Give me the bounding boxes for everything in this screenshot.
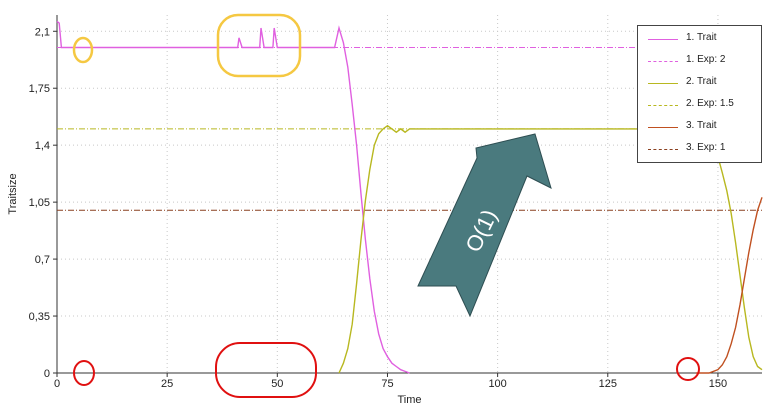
y-tick-label: 0,35 (29, 311, 50, 323)
series-line-1 (56, 20, 410, 374)
y-tick-label: 0 (44, 368, 50, 380)
x-tick-label: 100 (488, 378, 506, 390)
legend-label: 1. Trait (686, 32, 717, 43)
legend-swatch (648, 61, 678, 62)
legend-item: 3. Trait (638, 119, 761, 137)
x-tick-label: 25 (161, 378, 173, 390)
series-line-5 (695, 197, 763, 374)
highlight-red-small-left (73, 360, 95, 386)
y-tick-label: 2,1 (35, 26, 50, 38)
y-tick-label: 1,4 (35, 140, 50, 152)
highlight-red-small-right (676, 357, 700, 381)
x-tick-label: 75 (381, 378, 393, 390)
series-line-3 (338, 124, 763, 374)
legend-label: 3. Trait (686, 120, 717, 131)
legend-swatch (648, 39, 678, 40)
x-axis-label: Time (397, 394, 421, 406)
x-tick-label: 150 (709, 378, 727, 390)
x-tick-label: 0 (54, 378, 60, 390)
legend-item: 2. Exp: 1.5 (638, 97, 761, 115)
annotations: O(1) (72, 13, 700, 398)
legend-label: 1. Exp: 2 (686, 54, 726, 65)
legend-label: 3. Exp: 1 (686, 142, 726, 153)
legend-label: 2. Trait (686, 76, 717, 87)
grid-lines (57, 15, 762, 373)
y-tick-label: 1,75 (29, 83, 50, 95)
legend: 1. Trait 1. Exp: 2 2. Trait 2. Exp: 1.5 3. T… (637, 25, 762, 163)
highlight-red-large (215, 342, 317, 398)
highlight-yellow-small (72, 36, 94, 64)
y-tick-label: 1,05 (29, 197, 50, 209)
legend-swatch (648, 127, 678, 128)
legend-item: 3. Exp: 1 (638, 141, 761, 159)
legend-item: 2. Trait (638, 75, 761, 93)
y-axis-label: Traitsize (7, 173, 19, 214)
growth-arrow-shape (417, 133, 552, 318)
x-tick-label: 125 (599, 378, 617, 390)
legend-swatch (648, 105, 678, 106)
legend-label: 2. Exp: 1.5 (686, 98, 734, 109)
highlight-yellow-large (216, 13, 302, 78)
x-tick-label: 50 (271, 378, 283, 390)
legend-item: 1. Exp: 2 (638, 53, 761, 71)
legend-swatch (648, 149, 678, 150)
axis-ticks: 0 25 50 75 100 125 150 0 0,35 0,7 1,05 1,4 1,75 2,1 (29, 26, 728, 390)
legend-item: 1. Trait (638, 31, 761, 49)
y-tick-label: 0,7 (35, 254, 50, 266)
legend-swatch (648, 83, 678, 84)
